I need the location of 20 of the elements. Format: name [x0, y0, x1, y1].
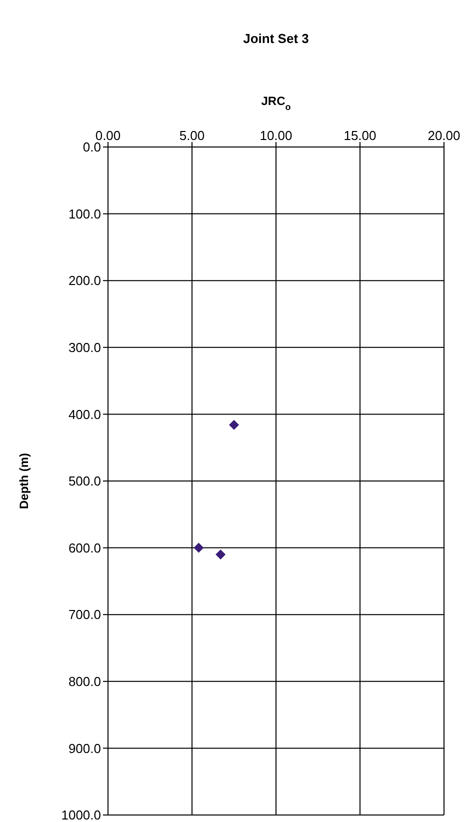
point [229, 420, 239, 430]
y-tick-label: 800.0 [68, 674, 101, 690]
x-tick-label: 15.00 [344, 128, 376, 143]
y-tick-label: 600.0 [68, 540, 101, 556]
y-axis-title: Depth (m) [17, 453, 31, 509]
x-tick-label: 10.00 [260, 128, 292, 143]
y-tick-label: 100.0 [68, 206, 101, 222]
point [194, 542, 204, 553]
y-tick-label: 200.0 [68, 273, 101, 288]
point [216, 549, 226, 560]
x-tick-label: 5.00 [179, 128, 205, 143]
y-tick-label: 500.0 [68, 474, 101, 489]
y-tick-label: 300.0 [68, 340, 101, 356]
y-tick-label: 700.0 [68, 607, 101, 622]
y-tick-label: 400.0 [68, 406, 101, 422]
chart-title: Joint Set 3 [242, 31, 310, 46]
y-tick-label: 900.0 [68, 740, 101, 756]
y-tick-label: 1000.0 [61, 808, 101, 822]
x-tick-label: 20.00 [428, 128, 460, 143]
x-axis-title: JRC$_{o}$ [261, 94, 292, 112]
